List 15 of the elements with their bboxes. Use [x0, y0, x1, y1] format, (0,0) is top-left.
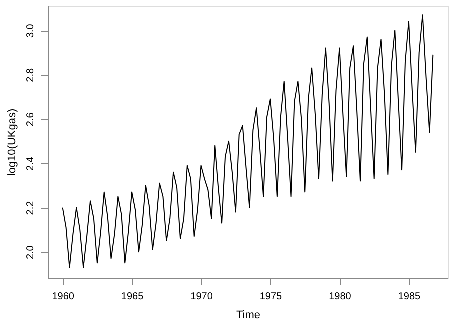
y-tick-label: 2.0 — [26, 245, 36, 260]
line-series — [62, 14, 434, 268]
x-tick-label: 1980 — [329, 292, 352, 302]
y-tick-label: 2.8 — [26, 68, 36, 82]
y-axis-title: log10(UKgas) — [6, 108, 18, 176]
x-tick-label: 1965 — [121, 292, 144, 302]
x-tick-label: 1970 — [190, 292, 214, 302]
x-axis-title: Time — [236, 310, 261, 320]
x-tick-label: 1975 — [260, 292, 283, 302]
y-tick-label: 2.4 — [26, 156, 36, 171]
y-tick-label: 2.6 — [26, 112, 36, 127]
y-tick-label: 3.0 — [26, 24, 36, 38]
y-tick-label: 2.2 — [26, 200, 36, 216]
x-tick-label: 1960 — [52, 292, 75, 302]
x-tick-label: 1985 — [398, 292, 422, 302]
